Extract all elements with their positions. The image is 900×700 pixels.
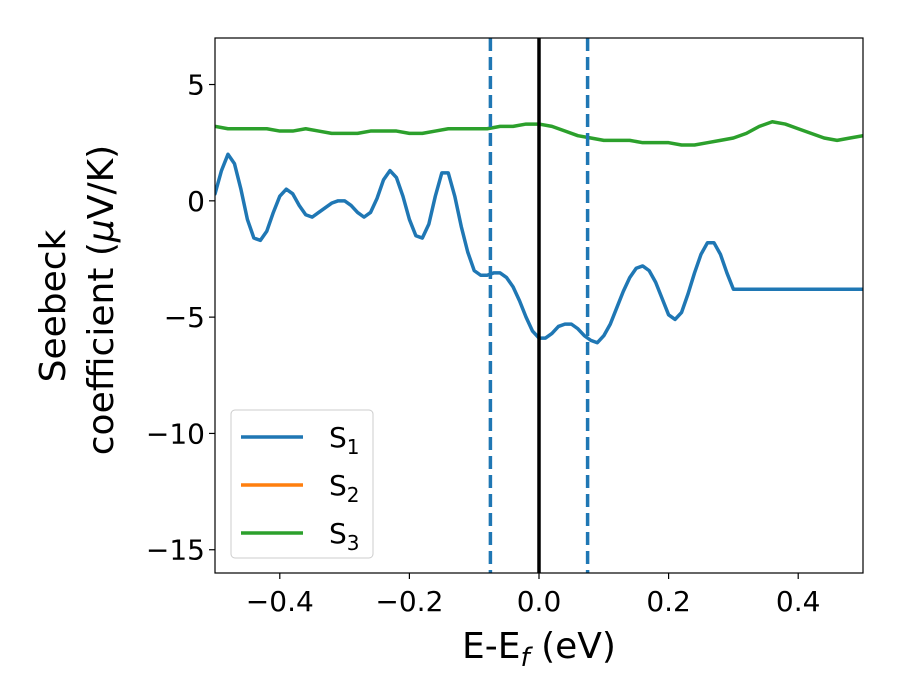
legend: S1 S2 S3 [230, 409, 374, 559]
y-tick-label: 5 [187, 69, 205, 102]
y-tick-label: −5 [164, 301, 205, 334]
x-axis-label: E-Ef (eV) [462, 626, 616, 673]
y-tick-label: −10 [146, 417, 205, 450]
x-tick-label: −0.4 [246, 585, 314, 618]
legend-label-s2: S2 [329, 469, 360, 507]
y-tick-label: 0 [187, 185, 205, 218]
x-tick-label: 0.2 [646, 585, 691, 618]
y-axis-label: Seebeck coefficient (μV/K) [33, 145, 122, 455]
x-tick-label: 0.0 [517, 585, 562, 618]
y-tick-label: −15 [146, 534, 205, 567]
x-tick-label: −0.2 [375, 585, 443, 618]
y-axis-label-line2: coefficient (μV/K) [81, 145, 122, 455]
legend-label-s1: S1 [329, 421, 360, 459]
y-axis-label-line1: Seebeck [33, 229, 74, 382]
legend-label-s3: S3 [329, 517, 360, 555]
x-tick-label: 0.4 [776, 585, 821, 618]
